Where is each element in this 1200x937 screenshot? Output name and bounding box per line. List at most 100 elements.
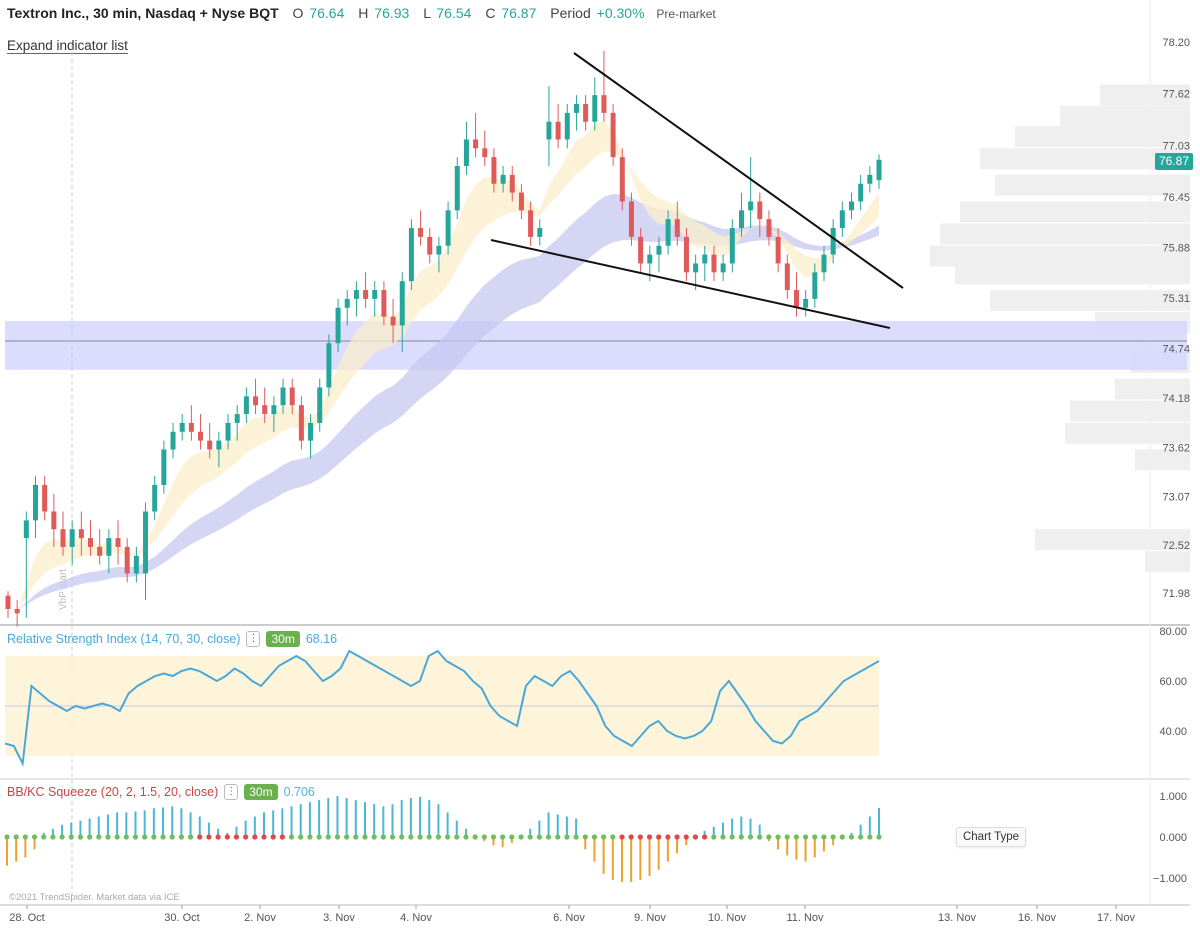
squeeze-dot	[380, 834, 386, 840]
squeeze-dot	[536, 834, 542, 840]
squeeze-dot	[802, 834, 809, 840]
candle-body	[583, 104, 589, 122]
squeeze-dot	[215, 834, 221, 840]
candle-body	[518, 192, 524, 211]
candle-body	[711, 254, 717, 273]
squeeze-dot	[132, 834, 139, 840]
squeeze-dot	[564, 834, 570, 840]
squeeze-dot	[665, 834, 671, 840]
squeeze-dot	[325, 834, 331, 840]
candle-body	[88, 538, 94, 547]
squeeze-dot	[13, 834, 19, 840]
date-tick-label: 28. Oct	[9, 912, 44, 924]
price-tick-label: 78.20	[1162, 37, 1190, 49]
price-tick-label: 73.62	[1162, 443, 1190, 455]
vbp-bar	[1065, 422, 1190, 444]
squeeze-dot	[252, 834, 258, 840]
squeeze-menu-icon[interactable]: ⋮	[224, 784, 239, 800]
squeeze-dot	[243, 834, 249, 840]
period-value: +0.30%	[596, 5, 645, 21]
low-value: 76.54	[436, 5, 472, 21]
candle-body	[683, 236, 689, 273]
candle-body	[500, 174, 506, 184]
squeeze-dot	[766, 834, 772, 840]
squeeze-dot	[142, 834, 148, 840]
candle-body	[876, 159, 882, 181]
squeeze-dot	[362, 834, 368, 840]
squeeze-dot	[711, 834, 717, 840]
squeeze-dot	[591, 834, 598, 840]
rsi-indicator-header: Relative Strength Index (14, 70, 30, clo…	[7, 631, 337, 647]
rsi-value: 68.16	[305, 632, 338, 646]
squeeze-dot	[848, 834, 855, 840]
price-tick-label: 74.74	[1162, 344, 1190, 356]
squeeze-dot	[114, 834, 120, 840]
date-tick-label: 13. Nov	[938, 912, 976, 924]
squeeze-dot	[821, 834, 827, 840]
squeeze-dot	[500, 834, 506, 840]
squeeze-dot	[151, 834, 157, 840]
squeeze-dot	[270, 834, 276, 840]
candle-body	[133, 555, 139, 574]
chart-type-button[interactable]: Chart Type	[956, 827, 1026, 847]
candle-body	[390, 316, 396, 326]
rsi-menu-icon[interactable]: ⋮	[246, 631, 261, 647]
candle-body	[674, 219, 680, 237]
candle-body	[399, 281, 405, 326]
candle-body	[867, 174, 873, 184]
candle-body	[766, 219, 772, 237]
squeeze-dot	[454, 834, 460, 840]
high-label: H	[358, 5, 369, 21]
date-tick-label: 16. Nov	[1018, 912, 1056, 924]
squeeze-dot	[261, 834, 267, 840]
candle-body	[381, 290, 387, 317]
candle-body	[298, 405, 304, 441]
candle-body	[647, 254, 653, 264]
candle-body	[262, 405, 268, 415]
squeeze-timeframe-badge[interactable]: 30m	[244, 784, 278, 800]
candle-body	[537, 228, 543, 237]
candle-body	[124, 546, 130, 574]
candle-body	[188, 422, 194, 432]
vbp-bar	[1135, 449, 1190, 471]
squeeze-dot	[601, 834, 607, 840]
squeeze-dot	[307, 834, 313, 840]
premarket-label: Pre-market	[656, 7, 716, 21]
squeeze-dot	[747, 834, 754, 840]
close-label: C	[485, 5, 496, 21]
candle-body	[610, 112, 616, 158]
date-tick-label: 10. Nov	[708, 912, 746, 924]
candle-body	[619, 157, 625, 202]
squeeze-indicator-header: BB/KC Squeeze (20, 2, 1.5, 20, close) ⋮ …	[7, 784, 315, 800]
candle-body	[97, 546, 103, 556]
candle-body	[738, 210, 744, 229]
squeeze-dot	[619, 834, 625, 840]
candle-body	[839, 210, 845, 229]
price-tick-label: 76.45	[1162, 192, 1190, 204]
candle-body	[628, 201, 634, 237]
rsi-timeframe-badge[interactable]: 30m	[266, 631, 300, 647]
date-tick-label: 4. Nov	[400, 912, 432, 924]
squeeze-dot	[784, 834, 790, 840]
candle-body	[793, 290, 799, 308]
expand-indicator-list-link[interactable]: Expand indicator list	[7, 38, 128, 54]
low-label: L	[423, 5, 431, 21]
candle-body	[271, 405, 277, 415]
squeeze-dot	[527, 834, 533, 840]
squeeze-dot	[160, 834, 166, 840]
candle-body	[436, 245, 442, 255]
squeeze-dot	[830, 834, 836, 840]
date-tick-label: 2. Nov	[244, 912, 276, 924]
date-tick-label: 3. Nov	[323, 912, 355, 924]
squeeze-dot	[472, 834, 478, 840]
squeeze-dot	[545, 834, 552, 840]
candle-body	[454, 166, 460, 211]
squeeze-dot	[344, 834, 350, 840]
candle-body	[289, 387, 295, 406]
candle-body	[78, 529, 84, 539]
rsi-tick-label: 80.00	[1159, 626, 1187, 638]
candle-body	[638, 236, 644, 264]
candle-body	[729, 228, 735, 264]
squeeze-dot	[757, 834, 763, 840]
